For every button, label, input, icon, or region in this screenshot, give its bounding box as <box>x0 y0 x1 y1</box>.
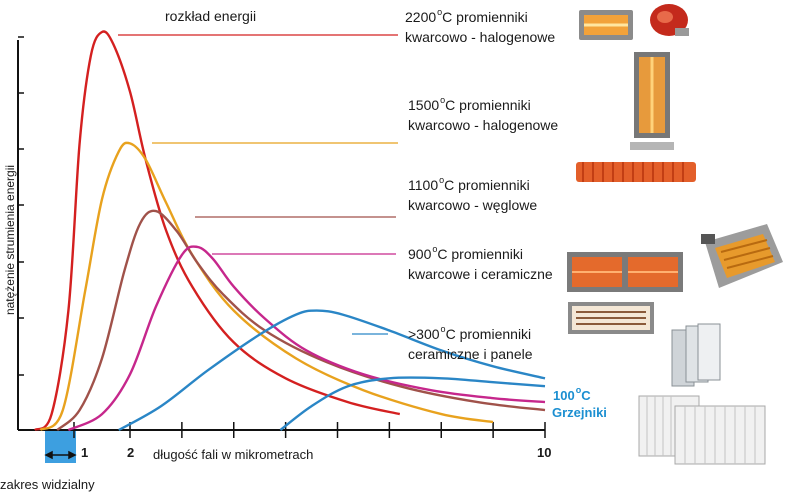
legend-leader-lines <box>118 34 398 335</box>
spectral-curves <box>33 30 546 432</box>
panel-radiator-icon <box>671 323 721 387</box>
ceramic-panel-heater-icon <box>567 252 683 292</box>
chart-title: rozkład energii <box>165 8 257 24</box>
legend-entry-1100: 1100oC promienniki kwarcowo - węglowe <box>408 175 538 213</box>
legend-entry-900: 900oC promienniki kwarcowe i ceramiczne <box>408 244 553 282</box>
legend-entry-300: >300oC promienniki ceramiczne i panele <box>408 324 533 362</box>
x-tick-label-1: 1 <box>81 445 89 460</box>
legend-entry-2200: 2200oC promienniki kwarcowo - halogenowe <box>405 7 556 45</box>
ceramic-element-icon <box>568 302 654 334</box>
x-axis-label: długość fali w mikrometrach <box>153 447 314 462</box>
tower-heater-icon <box>630 52 674 150</box>
y-axis-label: natężenie strumienia energii <box>3 164 17 316</box>
visible-range-label: zakres widzialny <box>0 477 95 492</box>
curve-series-5 <box>279 376 546 431</box>
carbon-heating-tube-icon <box>576 162 696 182</box>
ceiling-gas-heater-icon <box>701 224 783 288</box>
x-tick-label-10: 10 <box>537 445 552 460</box>
y-axis-ticks <box>18 36 24 431</box>
legend-entry-radiators: 100oC <box>553 385 591 403</box>
visible-range-arrow <box>44 450 77 460</box>
column-radiator-icon <box>638 395 766 465</box>
curve-series-2 <box>56 209 546 431</box>
legend-entry-1500: 1500oC promienniki kwarcowo - halogenowe <box>408 95 559 133</box>
curve-series-3 <box>67 245 546 432</box>
curve-series-4 <box>118 309 546 432</box>
x-tick-label-2: 2 <box>127 445 135 460</box>
curve-series-0 <box>33 30 401 432</box>
quartz-halogen-heater-icon <box>579 10 633 40</box>
visible-range-band <box>45 430 76 463</box>
infrared-bulb-icon <box>650 4 689 36</box>
x-axis-ticks <box>73 422 546 438</box>
radiators-label: Grzejniki <box>552 405 607 420</box>
curve-series-1 <box>39 141 494 432</box>
